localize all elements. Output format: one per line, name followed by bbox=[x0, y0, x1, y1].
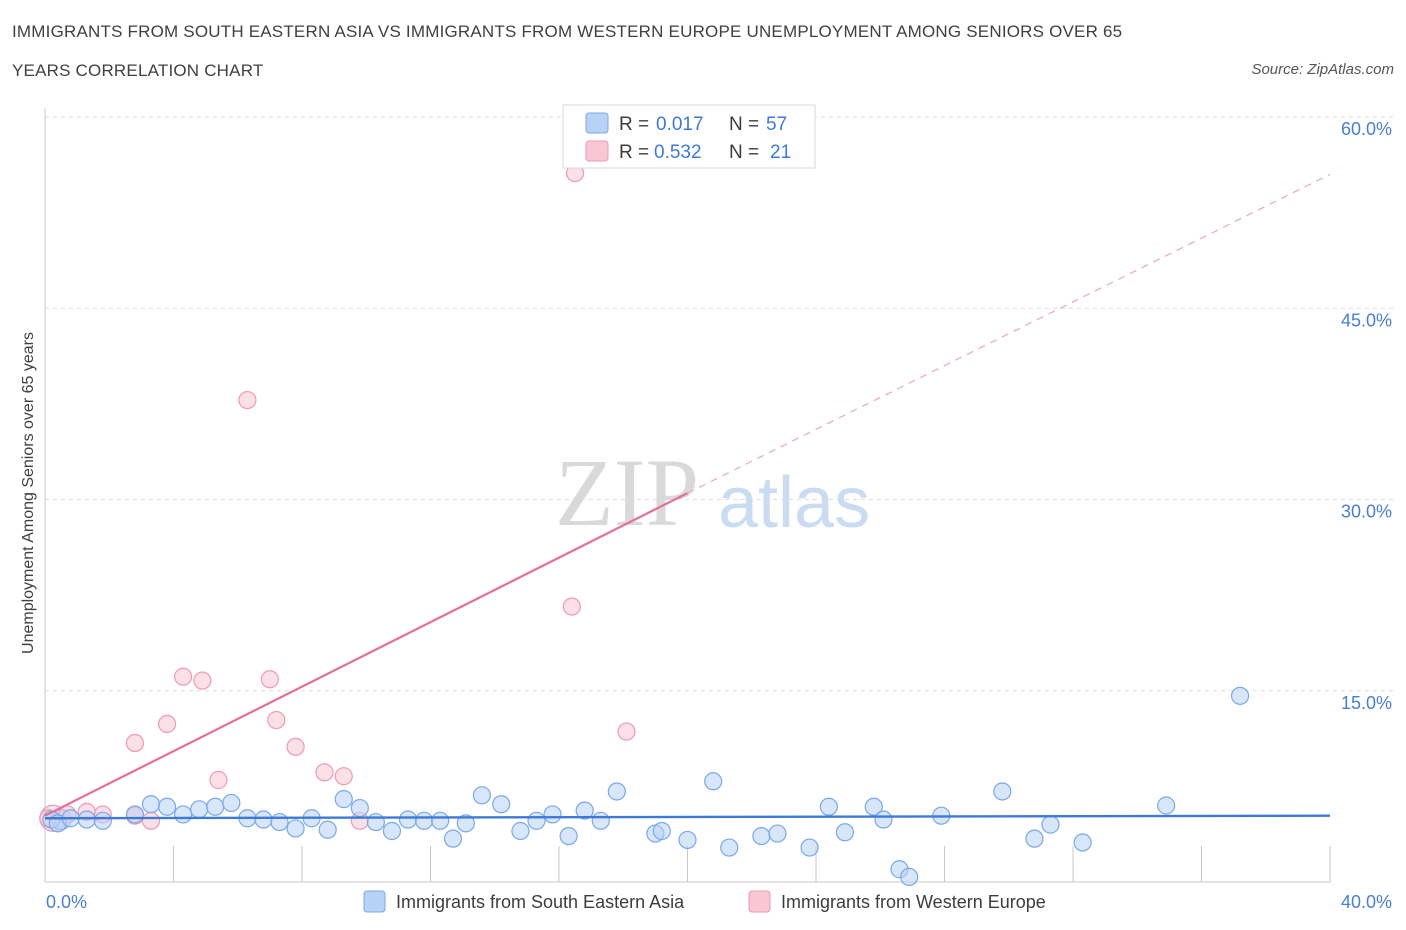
point-south-eastern-asia-38 bbox=[678, 830, 697, 850]
point-south-eastern-asia-44 bbox=[819, 797, 838, 816]
point-western-europe-7 bbox=[157, 714, 177, 734]
point-south-eastern-asia-28 bbox=[492, 795, 511, 814]
point-south-eastern-asia-21 bbox=[382, 821, 402, 841]
point-south-eastern-asia-34 bbox=[591, 811, 610, 830]
bottom-legend-label-western-europe: Immigrants from Western Europe bbox=[781, 892, 1046, 912]
point-south-eastern-asia-47 bbox=[874, 810, 893, 829]
point-south-eastern-asia-15 bbox=[286, 819, 305, 838]
legend-r-value-2: 0.532 bbox=[654, 142, 702, 163]
legend-n-value-2: 21 bbox=[770, 142, 791, 163]
point-south-eastern-asia-29 bbox=[511, 821, 530, 841]
point-south-eastern-asia-41 bbox=[752, 826, 771, 846]
top-legend: R = 0.017 N = 57 R = 0.532 N = 21 bbox=[562, 104, 816, 169]
point-south-eastern-asia-5 bbox=[125, 805, 145, 824]
point-south-eastern-asia-30 bbox=[527, 811, 546, 830]
point-western-europe-13 bbox=[267, 710, 286, 730]
point-south-eastern-asia-37 bbox=[652, 821, 671, 841]
watermark-atlas: atlas bbox=[718, 463, 870, 543]
point-south-eastern-asia-19 bbox=[350, 798, 369, 818]
point-south-eastern-asia-3 bbox=[77, 810, 96, 829]
point-south-eastern-asia-45 bbox=[835, 823, 855, 842]
legend-n-value-1: 57 bbox=[766, 114, 787, 135]
point-south-eastern-asia-54 bbox=[1073, 833, 1092, 852]
point-western-europe-19 bbox=[562, 597, 581, 616]
x-tick-label-1: 40.0% bbox=[1341, 892, 1392, 912]
watermark-zip: ZIP bbox=[555, 439, 699, 546]
point-south-eastern-asia-8 bbox=[174, 805, 193, 824]
point-south-eastern-asia-35 bbox=[607, 782, 626, 801]
point-south-eastern-asia-22 bbox=[398, 810, 418, 829]
bottom-legend: Immigrants from South Eastern Asia Immig… bbox=[363, 890, 1046, 913]
point-south-eastern-asia-25 bbox=[443, 829, 463, 848]
points-layer bbox=[39, 164, 1331, 887]
point-western-europe-20 bbox=[617, 722, 636, 741]
point-western-europe-11 bbox=[238, 390, 257, 410]
y-tick-label-1: 30.0% bbox=[1341, 502, 1392, 522]
point-south-eastern-asia-52 bbox=[1025, 829, 1044, 848]
point-south-eastern-asia-43 bbox=[800, 838, 819, 857]
legend-swatch-western-europe bbox=[585, 140, 609, 162]
point-south-eastern-asia-4 bbox=[93, 811, 112, 830]
watermark: ZIP atlas bbox=[555, 439, 870, 546]
legend-r-value-1: 0.017 bbox=[656, 114, 704, 135]
point-western-europe-12 bbox=[260, 670, 279, 689]
point-south-eastern-asia-55 bbox=[1157, 796, 1176, 815]
point-south-eastern-asia-46 bbox=[864, 797, 883, 816]
ticks-layer: 15.0% 30.0% 45.0% 60.0% 0.0% 40.0% bbox=[46, 119, 1392, 912]
legend-swatch-south-eastern-asia bbox=[585, 112, 609, 134]
point-south-eastern-asia-49 bbox=[900, 867, 919, 887]
point-western-europe-9 bbox=[193, 671, 212, 690]
point-south-eastern-asia-14 bbox=[270, 812, 289, 832]
point-south-eastern-asia-39 bbox=[704, 772, 723, 791]
point-south-eastern-asia-10 bbox=[206, 797, 225, 816]
point-south-eastern-asia-32 bbox=[559, 826, 578, 846]
bottom-legend-label-south-eastern-asia: Immigrants from South Eastern Asia bbox=[396, 892, 685, 912]
point-south-eastern-asia-26 bbox=[456, 814, 475, 833]
point-south-eastern-asia-18 bbox=[334, 790, 353, 809]
legend-r-label-1: R = bbox=[619, 114, 649, 135]
point-western-europe-14 bbox=[286, 737, 305, 756]
point-south-eastern-asia-40 bbox=[720, 838, 739, 857]
chart-title-line-1: IMMIGRANTS FROM SOUTH EASTERN ASIA VS IM… bbox=[12, 22, 1123, 41]
legend-n-label-2: N = bbox=[729, 142, 759, 163]
point-south-eastern-asia-53 bbox=[1041, 815, 1060, 834]
source-label: Source: ZipAtlas.com bbox=[1251, 61, 1394, 78]
point-south-eastern-asia-6 bbox=[141, 795, 161, 814]
legend-n-label-1: N = bbox=[729, 114, 759, 135]
x-tick-label-0: 0.0% bbox=[46, 892, 87, 912]
point-south-eastern-asia-23 bbox=[414, 811, 434, 830]
point-western-europe-5 bbox=[141, 811, 161, 830]
y-tick-label-0: 15.0% bbox=[1341, 693, 1392, 713]
legend-r-label-2: R = bbox=[619, 142, 649, 163]
trend-layer bbox=[687, 173, 1331, 494]
y-tick-label-2: 45.0% bbox=[1341, 310, 1392, 330]
point-western-europe-8 bbox=[174, 667, 193, 686]
point-south-eastern-asia-20 bbox=[366, 812, 385, 832]
point-south-eastern-asia-31 bbox=[543, 805, 562, 824]
point-south-eastern-asia-24 bbox=[431, 811, 450, 830]
point-south-eastern-asia-7 bbox=[157, 797, 177, 816]
point-south-eastern-asia-56 bbox=[1230, 686, 1250, 705]
point-western-europe-10 bbox=[209, 770, 228, 790]
point-western-europe-6 bbox=[125, 733, 145, 753]
trend-line-western-europe-extension bbox=[687, 173, 1331, 494]
point-western-europe-15 bbox=[315, 763, 334, 782]
point-western-europe-16 bbox=[334, 767, 353, 786]
bottom-legend-swatch-western-europe bbox=[748, 890, 771, 913]
point-south-eastern-asia-9 bbox=[190, 800, 209, 819]
point-south-eastern-asia-27 bbox=[472, 786, 491, 805]
point-south-eastern-asia-51 bbox=[993, 782, 1012, 801]
y-tick-label-3: 60.0% bbox=[1341, 119, 1392, 139]
y-axis-label: Unemployment Among Seniors over 65 years bbox=[20, 332, 37, 654]
trend-line-south-eastern-asia bbox=[44, 814, 1331, 820]
point-south-eastern-asia-17 bbox=[318, 820, 337, 839]
trend-line-western-europe bbox=[44, 492, 688, 817]
point-south-eastern-asia-11 bbox=[222, 793, 241, 813]
bottom-legend-swatch-south-eastern-asia bbox=[363, 890, 386, 913]
chart-title-line-2: YEARS CORRELATION CHART bbox=[12, 61, 264, 80]
point-south-eastern-asia-13 bbox=[254, 810, 273, 829]
point-south-eastern-asia-33 bbox=[575, 801, 594, 820]
point-south-eastern-asia-42 bbox=[768, 824, 787, 843]
